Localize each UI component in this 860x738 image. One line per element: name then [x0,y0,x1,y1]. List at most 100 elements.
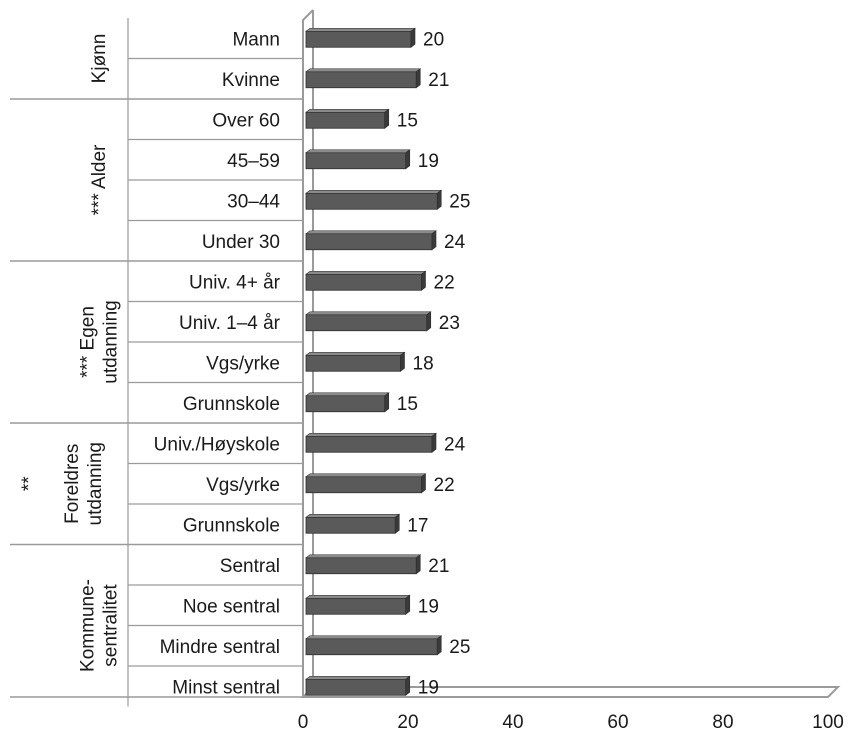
bar-top-face [305,230,437,235]
bar-value-label: 23 [439,313,460,334]
bar-top-face [305,351,406,356]
back-wall-edge [302,9,314,697]
bar [305,30,412,48]
bar-end-face [415,554,421,575]
bar-value-label: 19 [418,596,439,617]
bar-end-face [431,432,437,453]
bar-end-face [410,27,416,48]
bar-value-label: 20 [423,29,444,50]
bar-end-face [415,68,421,89]
bar-value-label: 15 [397,110,418,131]
group-label: *** Alder [89,144,110,215]
bar [305,516,396,534]
x-tick-label: 80 [712,712,733,733]
group-label: ** [19,476,40,491]
bar-value-label: 22 [434,475,455,496]
bar-value-label: 25 [449,637,470,658]
bar-end-face [384,392,390,413]
group-label: utdanning [101,300,122,383]
bar-end-face [421,270,426,291]
bar-top-face [305,149,411,154]
bar [305,273,422,291]
category-label: Univ. 1–4 år [179,313,281,334]
category-label: Univ./Høyskole [154,434,280,455]
bar [305,557,417,575]
bar [305,71,417,89]
bar-value-label: 25 [449,191,470,212]
bar-end-face [400,351,405,372]
bar-end-face [405,675,411,696]
bar-value-label: 24 [444,434,466,455]
bar [305,678,407,696]
group-label: *** Egen [78,306,99,378]
bar-value-label: 15 [397,394,418,415]
bar-value-label: 22 [434,272,455,293]
bar [305,111,386,129]
bar-end-face [436,635,442,656]
bar [305,395,386,413]
bar-value-label: 19 [418,677,439,698]
bar [305,192,438,210]
bar-end-face [421,473,426,494]
group-label: Kjønn [89,34,110,84]
bar [305,152,407,170]
category-label: 45–59 [227,151,280,172]
bar-top-face [305,27,416,32]
bar [305,597,407,615]
bar-end-face [405,149,411,170]
x-tick-label: 100 [812,712,844,733]
category-label: Sentral [220,556,280,577]
bar-top-face [305,189,443,194]
bar-top-face [305,68,422,73]
x-tick-label: 60 [607,712,628,733]
category-label: Under 30 [202,232,280,253]
category-label: Grunnskole [183,515,280,536]
bar-end-face [426,311,432,332]
bar-end-face [394,513,400,534]
group-label: Kommune- [78,579,99,672]
bar-end-face [431,230,437,251]
bar [305,638,438,656]
group-label: sentralitet [101,584,122,667]
category-label: 30–44 [227,191,280,212]
bar-value-label: 21 [428,556,449,577]
bar-value-label: 18 [413,353,434,374]
group-label: utdanning [85,442,106,525]
bar [305,314,428,332]
bar-top-face [305,635,443,640]
bar-end-face [436,189,442,210]
bar-value-label: 19 [418,151,439,172]
bar-value-label: 24 [444,232,466,253]
bar [305,435,433,453]
category-label: Kvinne [222,70,280,91]
category-label: Over 60 [212,110,280,131]
x-tick-label: 40 [502,712,523,733]
bar [305,233,433,251]
bar [305,476,422,494]
category-label: Univ. 4+ år [189,272,281,293]
group-label: Foreldres [62,444,83,524]
category-label: Minst sentral [172,677,280,698]
category-label: Noe sentral [183,596,280,617]
category-label: Mann [232,29,280,50]
category-label: Vgs/yrke [206,475,280,496]
bar-top-face [305,108,390,113]
x-tick-label: 20 [397,712,418,733]
category-label: Grunnskole [183,394,280,415]
bar-value-label: 21 [428,70,449,91]
bar-top-face [305,513,401,518]
bar-top-face [305,473,427,478]
bar-top-face [305,270,427,275]
bar-top-face [305,594,411,599]
x-tick-label: 0 [298,712,309,733]
category-label: Mindre sentral [160,637,280,658]
bar-top-face [305,675,411,680]
bar-top-face [305,311,432,316]
bar-top-face [305,392,390,397]
bar-end-face [405,594,411,615]
bar-top-face [305,432,437,437]
bar [305,354,401,372]
bar-end-face [384,108,390,129]
bar-value-label: 17 [407,515,428,536]
